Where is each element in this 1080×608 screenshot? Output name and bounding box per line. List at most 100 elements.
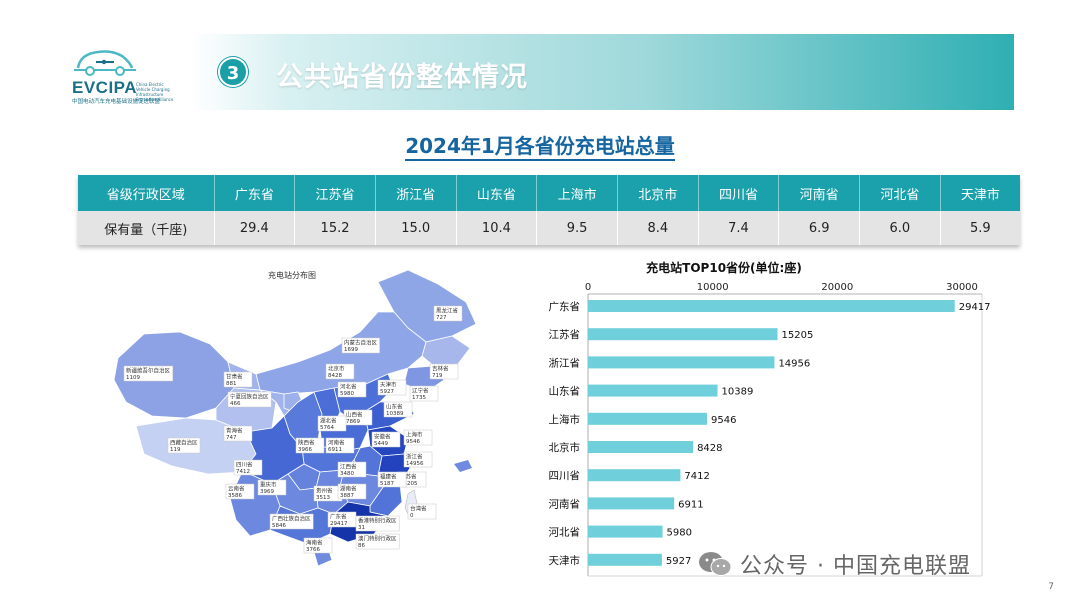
map-region-name: 湖北省 <box>320 417 337 425</box>
map-label-box <box>317 415 347 432</box>
table-row-label: 保有量（千座) <box>78 211 215 245</box>
bar <box>588 328 778 341</box>
bar <box>588 300 955 312</box>
map-region-name: 江西省 <box>340 463 357 471</box>
table-header-cell: 山东省 <box>456 175 538 211</box>
map-label-box <box>325 437 355 454</box>
bar <box>588 553 662 566</box>
category-label: 上海市 <box>549 413 581 426</box>
map-region-value: 7869 <box>346 419 360 425</box>
map-region-name: 山东省 <box>386 403 403 411</box>
map-region-value: 6911 <box>328 447 342 453</box>
value-label: 9546 <box>711 415 736 426</box>
main-title: 2024年1月各省份充电站总量 <box>0 130 1080 161</box>
category-label: 浙江省 <box>549 356 581 369</box>
watermark-text: 公众号 · 中国充电联盟 <box>740 554 971 579</box>
map-region-name: 浙江省 <box>406 453 423 461</box>
map-region-name: 贵州省 <box>316 487 333 495</box>
map-region-value: 3586 <box>228 493 242 499</box>
logo-text: EVCIPA <box>72 78 138 97</box>
table-corner-header: 省级行政区域 <box>78 175 215 211</box>
map-label-box <box>383 401 413 418</box>
value-label: 5927 <box>666 556 691 567</box>
x-tick-label: 30000 <box>946 282 978 293</box>
map-label-box <box>223 371 253 388</box>
map-region-name: 上海市 <box>406 431 423 439</box>
map-label-box <box>167 437 201 454</box>
table-header-cell: 广东省 <box>214 175 296 211</box>
map-region-value: 5980 <box>340 391 354 397</box>
map-region-value: 727 <box>436 315 447 321</box>
table-header-cell: 天津市 <box>940 175 1020 211</box>
map-region-name: 西藏自治区 <box>170 439 198 447</box>
x-tick-label: 10000 <box>697 282 729 293</box>
table-header-cell: 河南省 <box>778 175 860 211</box>
map-label-box <box>403 451 433 468</box>
table-cell: 8.4 <box>617 211 699 245</box>
map-region-name: 重庆市 <box>260 481 277 489</box>
map-label-box <box>337 483 367 500</box>
map-region-value: 0 <box>410 513 414 519</box>
map-region-value: 3966 <box>298 447 312 453</box>
map-region-value: 3513 <box>316 495 330 501</box>
china-charging-map: 充电站分布图 <box>113 269 477 567</box>
map-region-name: 香港特别行政区 <box>358 517 397 525</box>
logo-chinese-name: 中国电动汽车充电基础设施促进联盟 <box>72 99 161 105</box>
map-region-name: 云南省 <box>228 485 245 493</box>
map-label-box <box>377 379 407 396</box>
bar <box>588 497 675 510</box>
map-label-box <box>227 391 272 408</box>
map-region-name: 海南省 <box>306 539 323 547</box>
table-cell: 7.4 <box>698 211 780 245</box>
x-tick-label: 20000 <box>821 282 853 293</box>
map-region-value: 5846 <box>272 523 286 529</box>
bar <box>588 441 694 453</box>
map-region-value: 466 <box>230 401 241 407</box>
map-region-name: 天津市 <box>380 381 397 389</box>
table-header-cell: 北京市 <box>617 175 699 211</box>
map-region-name: 四川省 <box>236 461 253 469</box>
table-header-cell: 浙江省 <box>375 175 457 211</box>
table-header-cell: 河北省 <box>859 175 941 211</box>
wechat-icon <box>699 552 732 576</box>
map-region-value: 10389 <box>386 411 404 417</box>
value-label: 15205 <box>782 330 814 341</box>
bar <box>588 412 708 425</box>
map-region-value: 3766 <box>306 547 320 553</box>
map-region-name: 新疆维吾尔自治区 <box>126 367 171 375</box>
bar <box>588 384 718 397</box>
map-label-box <box>407 503 437 520</box>
map-label-box <box>123 365 174 382</box>
map-region-value: 3969 <box>260 489 274 495</box>
category-label: 江苏省 <box>549 328 581 341</box>
chart-title: 充电站TOP10省份(单位:座) <box>646 260 802 275</box>
map-label-box <box>371 431 401 448</box>
top10-bar-chart: 充电站TOP10省份(单位:座) 0 10000 20000 30000 广东省 294… <box>549 260 991 577</box>
table-cell: 5.9 <box>940 211 1020 245</box>
map-region-value: 31 <box>358 525 365 531</box>
map-label-box <box>429 363 459 380</box>
map-region-value: 5449 <box>374 441 388 447</box>
map-region-value: 1735 <box>412 395 426 401</box>
map-region-value: 5927 <box>380 389 394 395</box>
x-tick-label: 0 <box>585 282 591 293</box>
map-region-name: 台湾省 <box>410 505 427 513</box>
map-region-value: 119 <box>170 447 181 453</box>
map-region-value: 719 <box>432 373 443 379</box>
map-label-box <box>325 363 355 380</box>
map-label-box <box>303 537 333 554</box>
